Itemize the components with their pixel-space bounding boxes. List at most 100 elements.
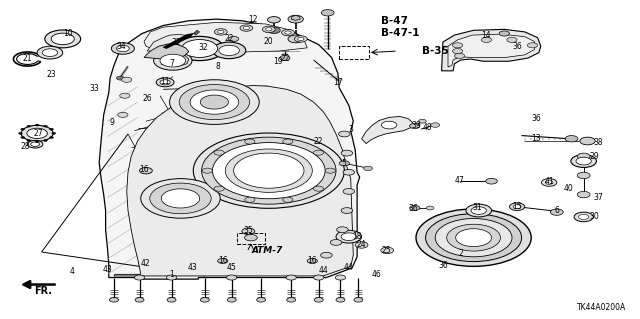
Circle shape — [381, 247, 394, 254]
Circle shape — [50, 137, 54, 138]
Circle shape — [481, 37, 492, 42]
Circle shape — [447, 224, 500, 251]
Circle shape — [262, 26, 275, 33]
Circle shape — [45, 30, 81, 48]
Text: 13: 13 — [531, 134, 541, 143]
Circle shape — [507, 37, 517, 42]
Circle shape — [35, 124, 39, 126]
Polygon shape — [362, 116, 413, 144]
Circle shape — [170, 80, 259, 124]
Circle shape — [175, 36, 224, 61]
Circle shape — [416, 209, 531, 266]
Circle shape — [579, 214, 589, 219]
Circle shape — [212, 42, 246, 59]
Circle shape — [150, 183, 211, 214]
Text: 45: 45 — [227, 263, 237, 272]
Text: TK44A0200A: TK44A0200A — [577, 303, 626, 312]
Circle shape — [364, 166, 372, 171]
Circle shape — [341, 208, 353, 213]
Text: 46: 46 — [371, 271, 381, 279]
Polygon shape — [161, 54, 189, 66]
Circle shape — [298, 37, 304, 41]
Circle shape — [156, 78, 174, 87]
Circle shape — [287, 298, 296, 302]
Circle shape — [339, 161, 349, 166]
Circle shape — [244, 139, 255, 144]
Text: 18: 18 — [353, 232, 362, 241]
Circle shape — [214, 186, 224, 191]
Text: 3: 3 — [348, 125, 353, 134]
Circle shape — [268, 27, 280, 33]
Circle shape — [285, 31, 291, 34]
Circle shape — [266, 28, 272, 31]
Text: 10: 10 — [63, 29, 74, 38]
Text: 17: 17 — [333, 78, 343, 87]
Circle shape — [228, 36, 239, 41]
Circle shape — [244, 234, 257, 241]
Polygon shape — [448, 34, 534, 67]
Text: 15: 15 — [512, 202, 522, 211]
Text: 48: 48 — [422, 123, 433, 132]
Circle shape — [321, 252, 332, 258]
Text: 9: 9 — [109, 118, 115, 127]
Circle shape — [166, 275, 177, 280]
Circle shape — [321, 10, 334, 16]
Circle shape — [325, 168, 335, 173]
Polygon shape — [163, 33, 193, 48]
Circle shape — [19, 132, 22, 134]
Circle shape — [161, 189, 200, 208]
Text: 26: 26 — [142, 94, 152, 103]
Text: 44: 44 — [318, 266, 328, 275]
Text: 22: 22 — [314, 137, 323, 146]
Circle shape — [337, 227, 348, 233]
Circle shape — [225, 149, 312, 192]
Circle shape — [111, 43, 134, 54]
Circle shape — [466, 204, 492, 217]
Circle shape — [314, 186, 324, 191]
Circle shape — [214, 29, 227, 35]
Circle shape — [509, 203, 525, 211]
Circle shape — [341, 150, 353, 156]
Circle shape — [51, 33, 74, 45]
Text: 2: 2 — [458, 249, 463, 258]
Circle shape — [314, 150, 324, 155]
Text: 41: 41 — [544, 177, 554, 186]
Text: 36: 36 — [531, 114, 541, 122]
Circle shape — [52, 132, 56, 134]
Circle shape — [116, 76, 124, 80]
Text: 37: 37 — [593, 193, 604, 202]
Text: 14: 14 — [481, 31, 492, 40]
Text: 39: 39 — [411, 121, 421, 130]
Circle shape — [571, 155, 596, 167]
Circle shape — [565, 136, 578, 142]
Circle shape — [214, 150, 224, 155]
Circle shape — [452, 48, 463, 54]
Text: 35: 35 — [243, 226, 253, 235]
Circle shape — [28, 140, 43, 148]
Circle shape — [200, 298, 209, 302]
Circle shape — [286, 275, 296, 280]
Circle shape — [527, 43, 538, 48]
Circle shape — [21, 125, 53, 141]
Circle shape — [288, 35, 303, 43]
Circle shape — [574, 212, 593, 222]
Text: 11: 11 — [161, 77, 170, 86]
Circle shape — [20, 137, 24, 138]
Circle shape — [167, 298, 176, 302]
Circle shape — [20, 128, 24, 130]
Text: 32: 32 — [198, 43, 209, 52]
Circle shape — [336, 298, 345, 302]
Circle shape — [120, 93, 130, 98]
Circle shape — [410, 205, 420, 211]
Circle shape — [343, 189, 355, 194]
Polygon shape — [99, 19, 360, 279]
Text: 29: 29 — [589, 152, 599, 161]
Circle shape — [550, 209, 563, 215]
Circle shape — [452, 43, 463, 48]
Text: 4: 4 — [69, 267, 74, 276]
Circle shape — [109, 298, 118, 302]
Circle shape — [339, 131, 350, 137]
Circle shape — [419, 119, 426, 123]
Text: 47: 47 — [454, 176, 465, 185]
Text: 8: 8 — [215, 63, 220, 71]
